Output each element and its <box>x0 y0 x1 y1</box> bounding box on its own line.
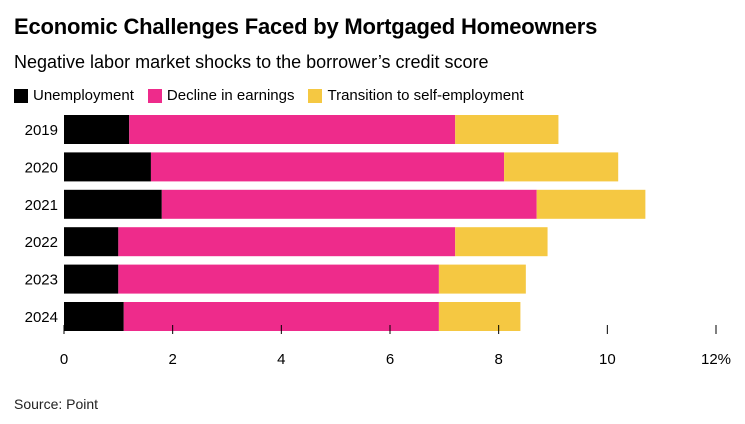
category-label-2023: 2023 <box>25 272 58 289</box>
chart-subtitle: Negative labor market shocks to the borr… <box>14 52 489 72</box>
category-label-2022: 2022 <box>25 234 58 251</box>
legend-swatch-earnings <box>147 88 162 103</box>
bar-2022-decline-in-earnings <box>118 227 456 257</box>
x-tick-label-6: 12% <box>701 351 731 368</box>
bar-2022-transition-to-self-employment <box>455 227 548 257</box>
bar-2022-unemployment <box>64 227 119 257</box>
legend-item-self-employment: Transition to self-employment <box>308 87 524 104</box>
source-note: Source: Point <box>14 396 99 412</box>
bar-2019-transition-to-self-employment <box>455 115 559 144</box>
x-tick-label-3: 6 <box>386 351 394 368</box>
x-tick-label-1: 2 <box>168 351 176 368</box>
legend-item-earnings: Decline in earnings <box>147 87 295 104</box>
x-tick-label-0: 0 <box>60 351 68 368</box>
bar-2019-decline-in-earnings <box>129 115 456 144</box>
x-tick-label-5: 10 <box>599 351 616 368</box>
bar-2021-transition-to-self-employment <box>536 189 646 219</box>
bar-2021-unemployment <box>64 189 162 219</box>
legend-label-unemployment: Unemployment <box>33 87 134 104</box>
legend-item-unemployment: Unemployment <box>14 87 134 104</box>
category-label-2019: 2019 <box>25 122 58 139</box>
bar-2021-decline-in-earnings <box>161 189 537 219</box>
bar-2019-unemployment <box>64 115 130 144</box>
bar-2023-transition-to-self-employment <box>438 264 526 294</box>
legend-swatch-self-employment <box>308 88 323 103</box>
bar-2024-transition-to-self-employment <box>438 302 521 331</box>
category-label-2024: 2024 <box>25 309 58 326</box>
legend-swatch-unemployment <box>14 88 28 103</box>
legend-label-self-employment: Transition to self-employment <box>327 87 524 104</box>
bar-2020-unemployment <box>64 152 151 182</box>
bar-2024-unemployment <box>64 302 124 331</box>
category-label-2020: 2020 <box>25 159 58 176</box>
x-tick-label-2: 4 <box>277 351 285 368</box>
chart-title: Economic Challenges Faced by Mortgaged H… <box>14 14 598 39</box>
bar-2020-decline-in-earnings <box>150 152 505 182</box>
legend: Unemployment Decline in earnings Transit… <box>14 87 538 104</box>
bar-2023-decline-in-earnings <box>118 264 439 294</box>
category-label-2021: 2021 <box>25 197 58 214</box>
bar-2023-unemployment <box>64 264 119 294</box>
bar-2020-transition-to-self-employment <box>504 152 619 182</box>
x-tick-label-4: 8 <box>494 351 502 368</box>
legend-label-earnings: Decline in earnings <box>166 87 295 104</box>
